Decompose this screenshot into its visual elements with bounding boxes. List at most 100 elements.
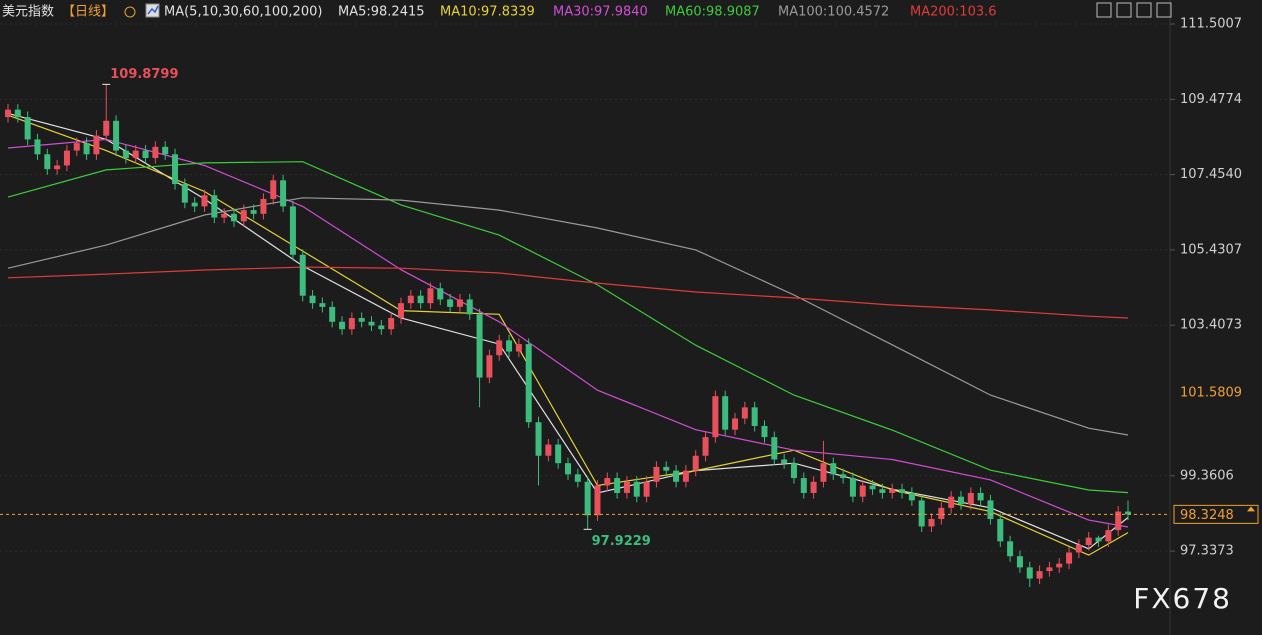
candle-body: [899, 489, 906, 493]
y-tick-label: 109.4774: [1180, 92, 1242, 107]
candle-body: [967, 492, 974, 505]
candle-body: [810, 481, 817, 493]
candle-body: [496, 340, 503, 356]
candle-body: [1125, 511, 1131, 515]
candle-body: [54, 165, 61, 170]
tool-button[interactable]: [1116, 2, 1132, 18]
candle-body: [289, 206, 296, 255]
candle-body: [948, 496, 955, 508]
candle-body: [722, 396, 729, 430]
candle-body: [181, 184, 188, 203]
candle-body: [781, 459, 788, 464]
candle-body: [162, 146, 169, 155]
candle-body: [5, 109, 11, 118]
candle-body: [1007, 541, 1014, 557]
candle-body: [761, 425, 768, 438]
candle-body: [732, 418, 739, 430]
candle-body: [368, 321, 375, 326]
candle-body: [692, 455, 699, 471]
candle-body: [751, 407, 758, 426]
candle-body: [24, 117, 31, 140]
candle-body: [879, 489, 886, 493]
candle-body: [397, 303, 404, 319]
candle-body: [741, 407, 748, 419]
candle-body: [14, 109, 21, 118]
y-tick-label: 103.4073: [1180, 318, 1242, 333]
period-icon[interactable]: [124, 6, 136, 18]
tool-button[interactable]: [1136, 2, 1152, 18]
period-label: 【日线】: [62, 5, 114, 20]
candle-body: [1115, 511, 1122, 531]
candle-body: [790, 463, 797, 479]
candle-body: [358, 318, 365, 322]
tool-button[interactable]: [1096, 2, 1112, 18]
legend-entry: MA100:100.4572: [778, 5, 889, 20]
legend-entry: MA30:97.9840: [553, 5, 648, 20]
candle-body: [309, 295, 316, 304]
candle-body: [388, 318, 395, 330]
candle-body: [270, 180, 277, 199]
candle-body: [849, 478, 856, 497]
candle-body: [339, 321, 346, 330]
y-tick-label: 107.4540: [1180, 167, 1242, 182]
candle-body: [1046, 567, 1053, 572]
candle-body: [378, 325, 385, 330]
candle-body: [221, 213, 228, 218]
candle-body: [191, 202, 198, 207]
candle-body: [348, 318, 355, 330]
candle-body: [840, 474, 847, 479]
candle-body: [319, 303, 326, 307]
candle-body: [614, 478, 621, 493]
ma-label: MA(5,10,30,60,100,200): [164, 5, 322, 20]
y-tick-label: 99.3606: [1180, 468, 1234, 483]
toolbar: [1096, 2, 1172, 18]
current-price-label: 98.3248: [1180, 508, 1234, 523]
candle-body: [535, 422, 542, 456]
candle-body: [240, 210, 247, 222]
candle-body: [1066, 552, 1073, 564]
candle-body: [447, 299, 454, 307]
candle-body: [172, 154, 179, 185]
candle-body: [663, 466, 670, 471]
y-tick-label: 111.5007: [1180, 17, 1242, 32]
candle-body: [545, 444, 552, 456]
candle-body: [918, 500, 925, 527]
current-price-box: [1173, 504, 1259, 524]
candle-body: [122, 150, 129, 159]
candle-body: [957, 496, 964, 505]
candle-body: [113, 120, 120, 151]
candle-body: [44, 154, 51, 170]
candle-body: [83, 143, 90, 155]
candle-body: [1056, 563, 1063, 568]
candle-body: [437, 288, 444, 300]
candle-body: [525, 344, 532, 423]
candle-body: [1026, 567, 1033, 579]
tool-button[interactable]: [1156, 2, 1172, 18]
candle-body: [987, 500, 994, 520]
candle-body: [73, 143, 80, 151]
candle-body: [702, 437, 709, 456]
high-annotation: 109.8799: [110, 67, 178, 82]
candle-body: [643, 481, 650, 497]
candle-body: [260, 198, 267, 214]
candle-body: [93, 135, 100, 155]
candle-body: [230, 213, 237, 222]
candle-body: [103, 120, 110, 136]
current-price-arrow: [1247, 506, 1255, 512]
candle-body: [869, 485, 876, 490]
candle-body: [594, 485, 601, 516]
candle-body: [908, 492, 915, 501]
candle-body: [682, 470, 689, 482]
candle-body: [673, 470, 680, 482]
ma-line: [7, 197, 1129, 436]
candle-body: [280, 180, 287, 207]
candle-body: [407, 295, 414, 304]
legend-entry: MA60:98.9087: [665, 5, 760, 20]
axis-marker-label: 101.5809: [1180, 386, 1242, 401]
candle-body: [977, 492, 984, 501]
watermark: FX678: [1133, 582, 1232, 615]
candle-body: [486, 355, 493, 378]
candle-body: [712, 396, 719, 438]
